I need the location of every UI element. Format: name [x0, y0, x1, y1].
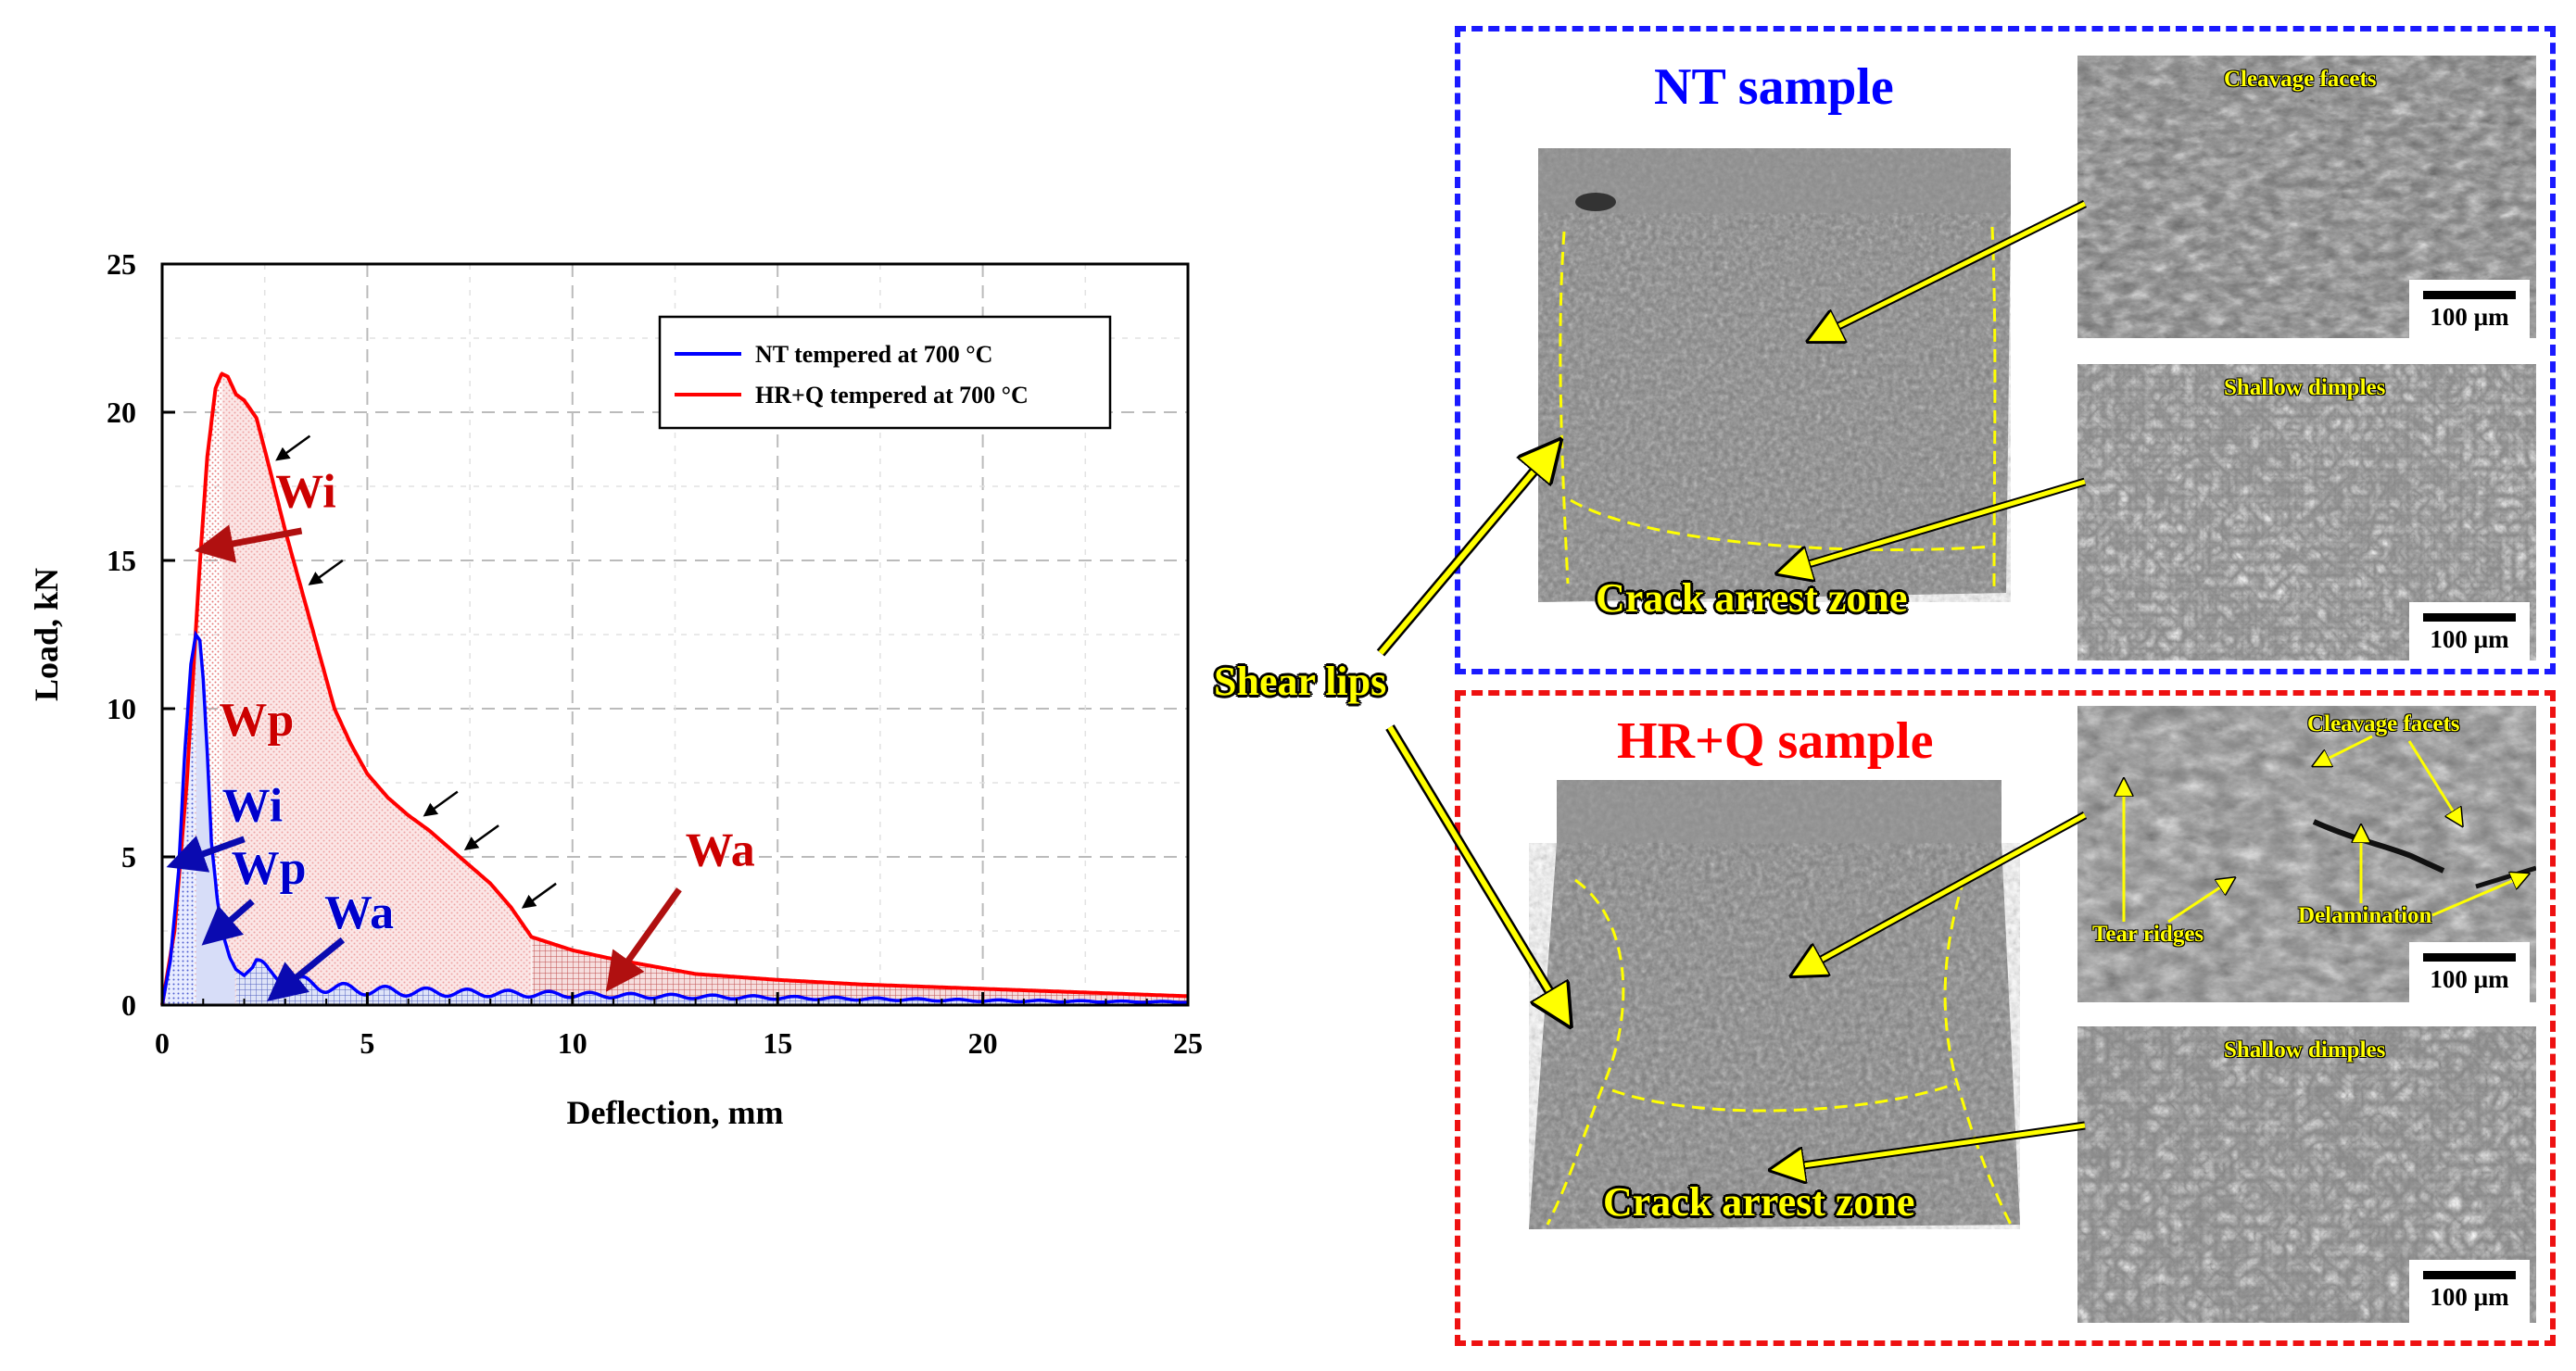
legend-box: [658, 315, 1112, 430]
scalebar-line: [2423, 291, 2516, 299]
nt-shear-lip-left: [1559, 231, 1570, 585]
hrq-scalebar-bottom: 100 µm: [2409, 1260, 2530, 1323]
nt-crack-arrest-label: Crack arrest zone: [1596, 575, 1908, 621]
y-tick-label: 0: [121, 988, 136, 1022]
y-tick-label: 10: [107, 692, 136, 725]
hrq-sem-crack: [2312, 819, 2445, 874]
annotation-hrq-wp: Wp: [219, 694, 294, 747]
axis-ticks: 0 5 10 15 20 25 0 5 10 15 20 25: [107, 247, 1203, 1060]
shear-lips-label: Shear lips: [1214, 659, 1387, 704]
scalebar-line: [2423, 1271, 2516, 1279]
hrq-fracture-texture: [1529, 843, 2020, 1229]
hrq-delamination-label: Delamination: [2298, 903, 2432, 928]
hrq-tear-ridges-label: Tear ridges: [2092, 922, 2204, 947]
hrq-wp-region: [221, 373, 532, 1005]
annotation-nt-wi: Wi: [222, 780, 284, 833]
annotation-hrq-wi: Wi: [275, 465, 336, 518]
annotation-arrows: [166, 434, 682, 1002]
load-deflection-chart: 0 5 10 15 20 25 0 5 10 15 20 25 Deflection, mm Load…: [28, 247, 1203, 1131]
nt-sample-frame: [1455, 26, 2556, 674]
nt-notch-mark: [1575, 193, 1616, 211]
scalebar-label: 100 µm: [2430, 625, 2509, 653]
hrq-cleavage-facets-label: Cleavage facets: [2307, 711, 2460, 736]
annotation-hrq-wa: Wa: [686, 824, 755, 877]
hrq-scalebar-top: 100 µm: [2409, 942, 2530, 1005]
annotation-nt-wp: Wp: [232, 842, 307, 895]
pop-in-arrow: [275, 434, 311, 461]
hrq-sample-title: HR+Q sample: [1617, 712, 1934, 770]
y-tick-label: 20: [107, 396, 136, 429]
nt-shallow-dimples-label: Shallow dimples: [2224, 375, 2386, 400]
x-axis-label: Deflection, mm: [567, 1094, 784, 1131]
y-tick-label: 25: [107, 247, 136, 281]
y-axis-label: Load, kN: [28, 568, 65, 701]
legend: NT tempered at 700 °C HR+Q tempered at 7…: [658, 315, 1112, 430]
series-line-hrq: [160, 371, 1188, 1006]
series-line-nt: [160, 630, 1189, 1005]
plot-frame: [160, 262, 1190, 1007]
hrq-shear-lip-right: [1943, 876, 2013, 1226]
pop-in-arrow: [521, 882, 557, 909]
scalebar-label: 100 µm: [2430, 965, 2509, 993]
hrq-notch-texture: [1557, 780, 2001, 843]
y-tick-label: 5: [121, 840, 136, 874]
annotations: Wi Wp Wa Wi Wp Wa: [219, 465, 756, 940]
annotation-nt-wa: Wa: [324, 887, 394, 939]
x-tick-label: 10: [558, 1026, 587, 1060]
hrq-crack-arrest-label: Crack arrest zone: [1603, 1179, 1915, 1225]
pop-in-arrow: [308, 559, 344, 585]
x-tick-label: 5: [360, 1026, 374, 1060]
nt-wa-region: [235, 960, 1189, 1005]
pop-in-arrow: [463, 824, 499, 851]
x-tick-label: 20: [968, 1026, 998, 1060]
x-tick-label: 0: [155, 1026, 170, 1060]
arrow-nt-wp: [201, 899, 255, 946]
legend-entry-hrq: HR+Q tempered at 700 °C: [755, 382, 1029, 409]
arrow-hrq-wi: [194, 524, 303, 563]
nt-fracture-surface: [1538, 148, 2011, 602]
hrq-shallow-dimples-label: Shallow dimples: [2224, 1038, 2386, 1063]
nt-sem-dimples-image: [2077, 364, 2536, 660]
series-lines: [160, 371, 1189, 1006]
x-tick-label: 25: [1173, 1026, 1203, 1060]
arrow-hrq-wa: [605, 887, 682, 992]
arrow-nt-wa: [267, 937, 346, 1002]
scalebar-line: [2423, 953, 2516, 962]
nt-fracture-texture: [1538, 213, 2011, 602]
scalebar-label: 100 µm: [2430, 1283, 2509, 1311]
scalebar-label: 100 µm: [2430, 303, 2509, 331]
hrq-fracture-surface: [1529, 780, 2020, 1229]
x-tick-label: 15: [763, 1026, 792, 1060]
arrow-nt-wi: [166, 836, 246, 873]
nt-cleavage-facets-label: Cleavage facets: [2224, 67, 2377, 92]
hrq-crack-arrest-boundary: [1611, 1082, 1956, 1113]
hrq-shear-lip-left: [1546, 878, 1625, 1226]
pop-in-arrow: [423, 790, 459, 817]
nt-scalebar-top: 100 µm: [2409, 280, 2530, 343]
hrq-wa-region: [532, 937, 1188, 1005]
nt-sample-title: NT sample: [1654, 58, 1894, 116]
scalebar-line: [2423, 613, 2516, 622]
nt-scalebar-bottom: 100 µm: [2409, 602, 2530, 665]
y-tick-label: 15: [107, 544, 136, 577]
legend-entry-nt: NT tempered at 700 °C: [755, 341, 992, 368]
